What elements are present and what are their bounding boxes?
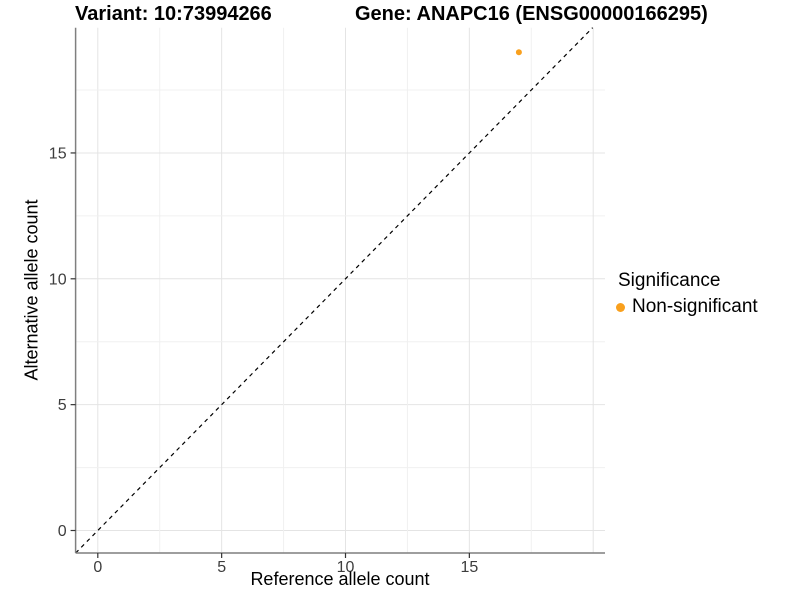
y-tick-label: 5 [58,397,67,414]
legend-title: Significance [618,270,721,291]
y-axis-title: Alternative allele count [21,199,42,381]
legend: Significance Non-significant [616,270,758,318]
y-tick-label: 15 [49,145,67,162]
x-tick-label: 10 [337,559,355,576]
identity-line [75,27,594,554]
legend-item-non-significant: Non-significant [616,296,758,318]
y-tick-label: 10 [49,271,67,288]
x-axis-title: Reference allele count [250,569,430,589]
x-tick-label: 0 [93,559,102,576]
legend-marker-circle-icon [616,302,625,312]
legend-item-label: Non-significant [632,296,758,317]
x-tick-label: 5 [217,559,226,576]
plot-title-variant: Variant: 10:73994266 [75,3,272,25]
data-point-non-significant [515,49,522,56]
y-tick-label: 0 [58,523,67,540]
plot-title-gene: Gene: ANAPC16 (ENSG00000166295) [355,3,708,25]
x-tick-label: 15 [460,559,478,576]
